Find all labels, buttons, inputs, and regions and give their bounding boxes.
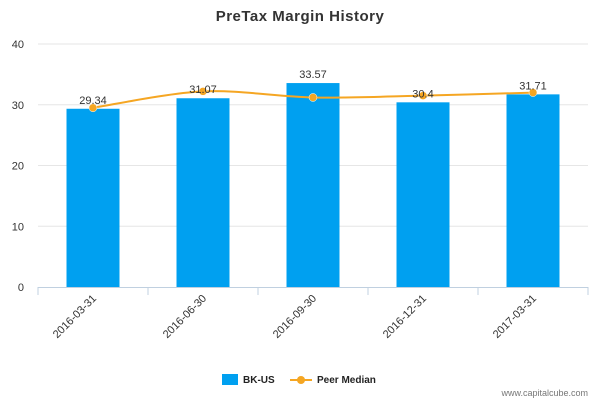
x-tick-label: 2016-06-30	[161, 293, 209, 341]
x-tick-label: 2016-09-30	[271, 293, 319, 341]
x-tick-label: 2016-03-31	[51, 293, 99, 341]
bar-value-label: 31.71	[519, 80, 547, 92]
y-tick-label: 40	[12, 39, 24, 51]
legend-swatch-bk-us	[222, 374, 238, 385]
x-tick-label: 2016-12-31	[381, 293, 429, 341]
peer-median-point	[418, 91, 428, 100]
bar-value-label: 33.57	[299, 69, 327, 81]
y-tick-label: 10	[12, 221, 24, 233]
y-tick-label: 20	[12, 161, 24, 173]
data-labels: 29.34 31.07 33.57 30.4 31.71	[79, 69, 547, 107]
legend-marker-peer-median	[297, 376, 305, 384]
legend-label-bk-us: BK-US	[243, 375, 275, 386]
peer-median-point	[198, 87, 208, 96]
bar-2016-06-30	[176, 98, 230, 287]
peer-median-point	[308, 93, 318, 102]
x-tick-label: 2017-03-31	[491, 293, 539, 341]
bar-series	[66, 83, 560, 288]
legend: BK-US Peer Median	[222, 374, 376, 386]
y-tick-label: 0	[18, 282, 24, 294]
bar-value-label: 30.4	[412, 88, 433, 100]
peer-median-series	[88, 87, 538, 113]
bar-value-label: 29.34	[79, 95, 107, 107]
legend-label-peer-median: Peer Median	[317, 375, 376, 386]
peer-median-point	[528, 88, 538, 97]
bar-value-label: 31.07	[189, 84, 217, 96]
bar-2016-09-30	[286, 83, 340, 287]
x-axis: 2016-03-31 2016-06-30 2016-09-30 2016-12-31…	[37, 287, 589, 341]
chart-title: PreTax Margin History	[216, 8, 385, 25]
bar-2016-12-31	[396, 102, 450, 287]
peer-median-point	[88, 103, 98, 113]
source-credit: www.capitalcube.com	[500, 388, 588, 398]
y-tick-label: 30	[12, 100, 24, 112]
bar-2017-03-31	[506, 94, 560, 287]
bar-2016-03-31	[66, 108, 120, 288]
y-axis: 0 10 20 30 40	[12, 39, 24, 294]
